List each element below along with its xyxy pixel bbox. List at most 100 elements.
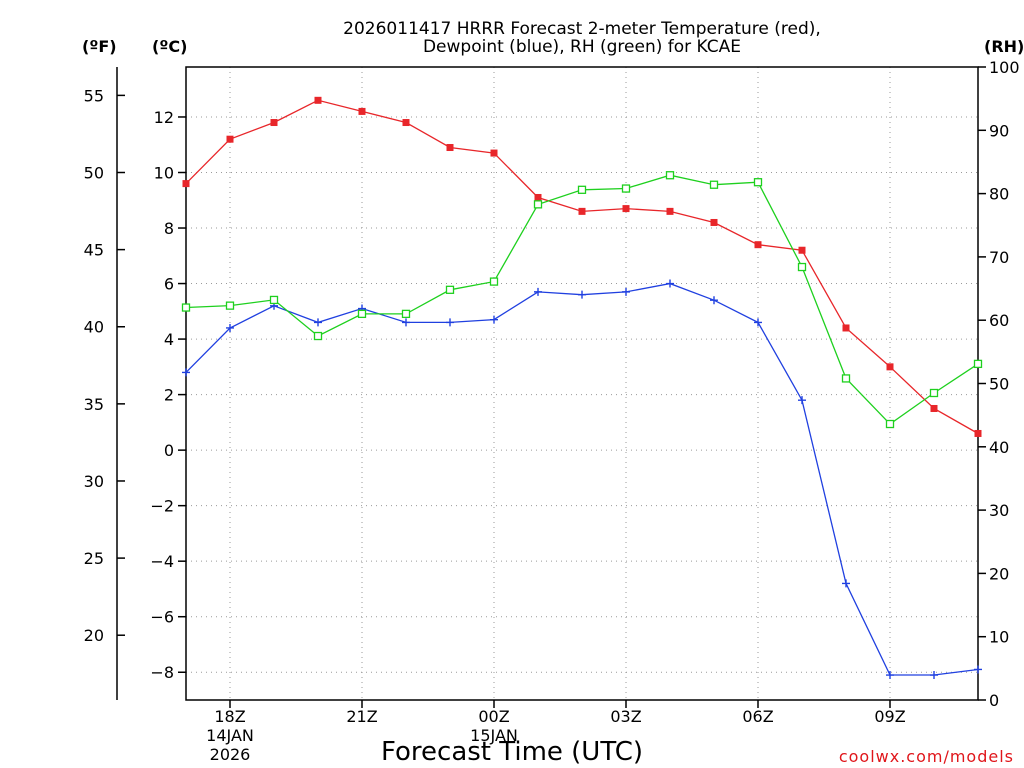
temperature-point [666, 207, 674, 215]
dewpoint-point [402, 318, 410, 327]
x-axis-label: Forecast Time (UTC) [381, 737, 643, 767]
fahrenheit-tick-label: 20 [84, 626, 104, 645]
x-tick-label: 18Z [214, 707, 245, 726]
dewpoint-point [974, 665, 982, 674]
fahrenheit-tick-label: 30 [84, 472, 104, 491]
rh-point [577, 185, 587, 194]
fahrenheit-tick-label: 45 [84, 241, 104, 260]
dewpoint-point [314, 318, 322, 327]
celsius-axis-ticks: 12 10 8 6 4 2 0 −2 −4 −6 −8 [150, 108, 186, 682]
celsius-tick-label: −2 [150, 497, 174, 516]
temperature-point [798, 246, 806, 254]
x-tick-label: 03Z [610, 707, 641, 726]
rh-point [621, 184, 631, 193]
celsius-tick-label: 0 [164, 441, 174, 460]
fahrenheit-unit-label: (ºF) [82, 37, 117, 56]
rh-point [313, 331, 323, 341]
dewpoint-point [226, 323, 234, 332]
celsius-tick-label: 12 [154, 108, 174, 127]
rh-tick-label: 50 [989, 375, 1009, 394]
rh-point [533, 200, 543, 209]
dewpoint-point [710, 296, 718, 305]
temperature-point [754, 241, 762, 249]
temperature-point [710, 218, 718, 226]
rh-tick-label: 100 [989, 58, 1020, 77]
rh-tick-label: 70 [989, 248, 1009, 267]
x-tick-sublabel: 15JAN [470, 726, 518, 745]
rh-tick-label: 0 [989, 691, 999, 710]
chart-title: 2026011417 HRRR Forecast 2-meter Tempera… [343, 19, 821, 57]
dewpoint-point [490, 315, 498, 324]
dewpoint-point [666, 279, 674, 288]
temperature-point [974, 429, 982, 437]
dewpoint-point [842, 579, 850, 588]
dewpoint-point [534, 287, 542, 296]
rh-point [973, 359, 983, 369]
dewpoint-point [622, 287, 630, 296]
dewpoint-point [886, 671, 894, 680]
x-tick-sublabel: 14JAN [206, 726, 254, 745]
temperature-point [930, 404, 938, 412]
dewpoint-point [754, 318, 762, 327]
celsius-tick-label: 8 [164, 219, 174, 238]
temperature-point [578, 207, 586, 215]
fahrenheit-tick-label: 35 [84, 395, 104, 414]
x-tick-label: 06Z [742, 707, 773, 726]
rh-tick-label: 20 [989, 564, 1009, 583]
rh-point [885, 419, 895, 429]
celsius-tick-label: 10 [154, 164, 174, 183]
temperature-point [226, 135, 234, 143]
title-line: 2026011417 HRRR Forecast 2-meter Tempera… [343, 19, 821, 39]
x-tick-label: 00Z [478, 707, 509, 726]
temperature-point [446, 144, 454, 152]
title-line: Dewpoint (blue), RH (green) for KCAE [423, 37, 741, 57]
rh-point [357, 309, 367, 319]
celsius-tick-label: 2 [164, 386, 174, 405]
dewpoint-point [798, 396, 806, 405]
temperature-point [182, 180, 190, 188]
temperature-line [185, 99, 979, 435]
dewpoint-point [930, 671, 938, 680]
fahrenheit-tick-label: 55 [84, 86, 104, 105]
rh-point [841, 374, 851, 383]
rh-point [225, 301, 235, 310]
rh-point [929, 388, 939, 398]
rh-point [709, 180, 719, 189]
rh-point [665, 171, 675, 180]
celsius-tick-label: −8 [150, 663, 174, 682]
dewpoint-point [182, 368, 190, 377]
temperature-point [622, 205, 630, 213]
celsius-tick-label: −6 [150, 608, 174, 627]
fahrenheit-tick-label: 40 [84, 318, 104, 337]
temperature-point [534, 193, 542, 201]
rh-point [489, 277, 499, 286]
rh-tick-label: 80 [989, 185, 1009, 204]
x-tick-label: 21Z [346, 707, 377, 726]
dewpoint-point [578, 290, 586, 299]
grid-lines [186, 67, 978, 700]
temperature-point [842, 324, 850, 332]
x-tick-label: 09Z [874, 707, 905, 726]
rh-tick-label: 10 [989, 628, 1009, 647]
temperature-point [358, 107, 366, 115]
temperature-point [270, 119, 278, 127]
rh-point [401, 309, 411, 319]
celsius-unit-label: (ºC) [152, 37, 187, 56]
temperature-point [490, 149, 498, 157]
dewpoint-point [446, 318, 454, 327]
fahrenheit-tick-label: 25 [84, 549, 104, 568]
celsius-tick-label: −4 [150, 552, 174, 571]
celsius-tick-label: 6 [164, 275, 174, 294]
temperature-point [886, 363, 894, 371]
rh-point [797, 262, 807, 272]
rh-tick-label: 40 [989, 438, 1009, 457]
plot-area [185, 66, 979, 701]
rh-unit-label: (RH) [984, 37, 1024, 56]
rh-tick-label: 90 [989, 121, 1009, 140]
temperature-point [314, 96, 322, 104]
rh-tick-label: 30 [989, 501, 1009, 520]
series-lines [181, 96, 983, 680]
